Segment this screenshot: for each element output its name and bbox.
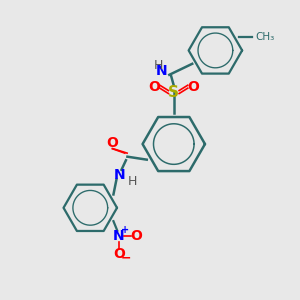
Text: O: O [130, 229, 142, 243]
Text: −: − [121, 251, 131, 265]
Text: S: S [168, 85, 179, 100]
Text: O: O [187, 80, 199, 94]
Text: N: N [113, 229, 124, 243]
Text: N: N [156, 64, 168, 78]
Text: CH₃: CH₃ [255, 32, 274, 42]
Text: N: N [114, 168, 126, 182]
Text: H: H [128, 175, 137, 188]
Text: O: O [106, 136, 119, 150]
Text: +: + [121, 224, 129, 235]
Text: H: H [153, 59, 163, 72]
Text: O: O [113, 248, 125, 262]
Text: O: O [148, 80, 160, 94]
